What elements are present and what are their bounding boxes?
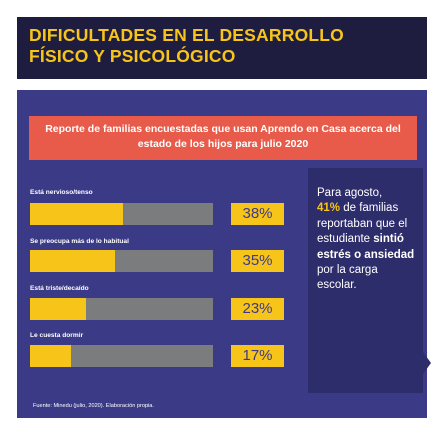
category-label: Le cuesta dormir	[30, 332, 84, 339]
bar	[30, 298, 87, 320]
data-label: 17%	[231, 345, 284, 367]
callout-box: Para agosto, 41% de familias reportaban …	[308, 168, 423, 393]
title-banner: DIFICULTADES EN EL DESARROLLO FÍSICO Y P…	[17, 17, 427, 79]
data-label: 38%	[231, 203, 284, 225]
callout-text: Para agosto, 41% de familias reportaban …	[317, 186, 417, 294]
content-panel: Reporte de familias encuestadas que usan…	[17, 90, 431, 418]
bar-track	[30, 345, 213, 367]
bar-track	[30, 250, 213, 272]
callout-bold: sintió estrés o ansiedad	[317, 233, 415, 261]
bar-track	[30, 298, 213, 320]
callout-highlight: 41%	[317, 202, 341, 215]
callout-line3: por la carga escolar.	[317, 264, 378, 292]
data-label: 23%	[231, 298, 284, 320]
category-label: Está nervioso/tenso	[30, 189, 93, 196]
chart-title: Reporte de familias encuestadas que usan…	[29, 116, 417, 160]
category-label: Se preocupa más de lo habitual	[30, 238, 129, 245]
bar	[30, 250, 116, 272]
bar-track	[30, 203, 213, 225]
data-label: 35%	[231, 250, 284, 272]
bar	[30, 345, 72, 367]
callout-line1: Para agosto,	[317, 187, 383, 199]
page-title: DIFICULTADES EN EL DESARROLLO FÍSICO Y P…	[29, 25, 344, 66]
callout-arrow	[423, 352, 431, 374]
source-note: Fuente: Minedu (julio, 2020). Elaboració…	[33, 403, 154, 409]
callout-line2: de familias reportaban que el estudiante	[317, 202, 408, 246]
bar	[30, 203, 123, 225]
category-label: Está triste/decaído	[30, 285, 89, 292]
